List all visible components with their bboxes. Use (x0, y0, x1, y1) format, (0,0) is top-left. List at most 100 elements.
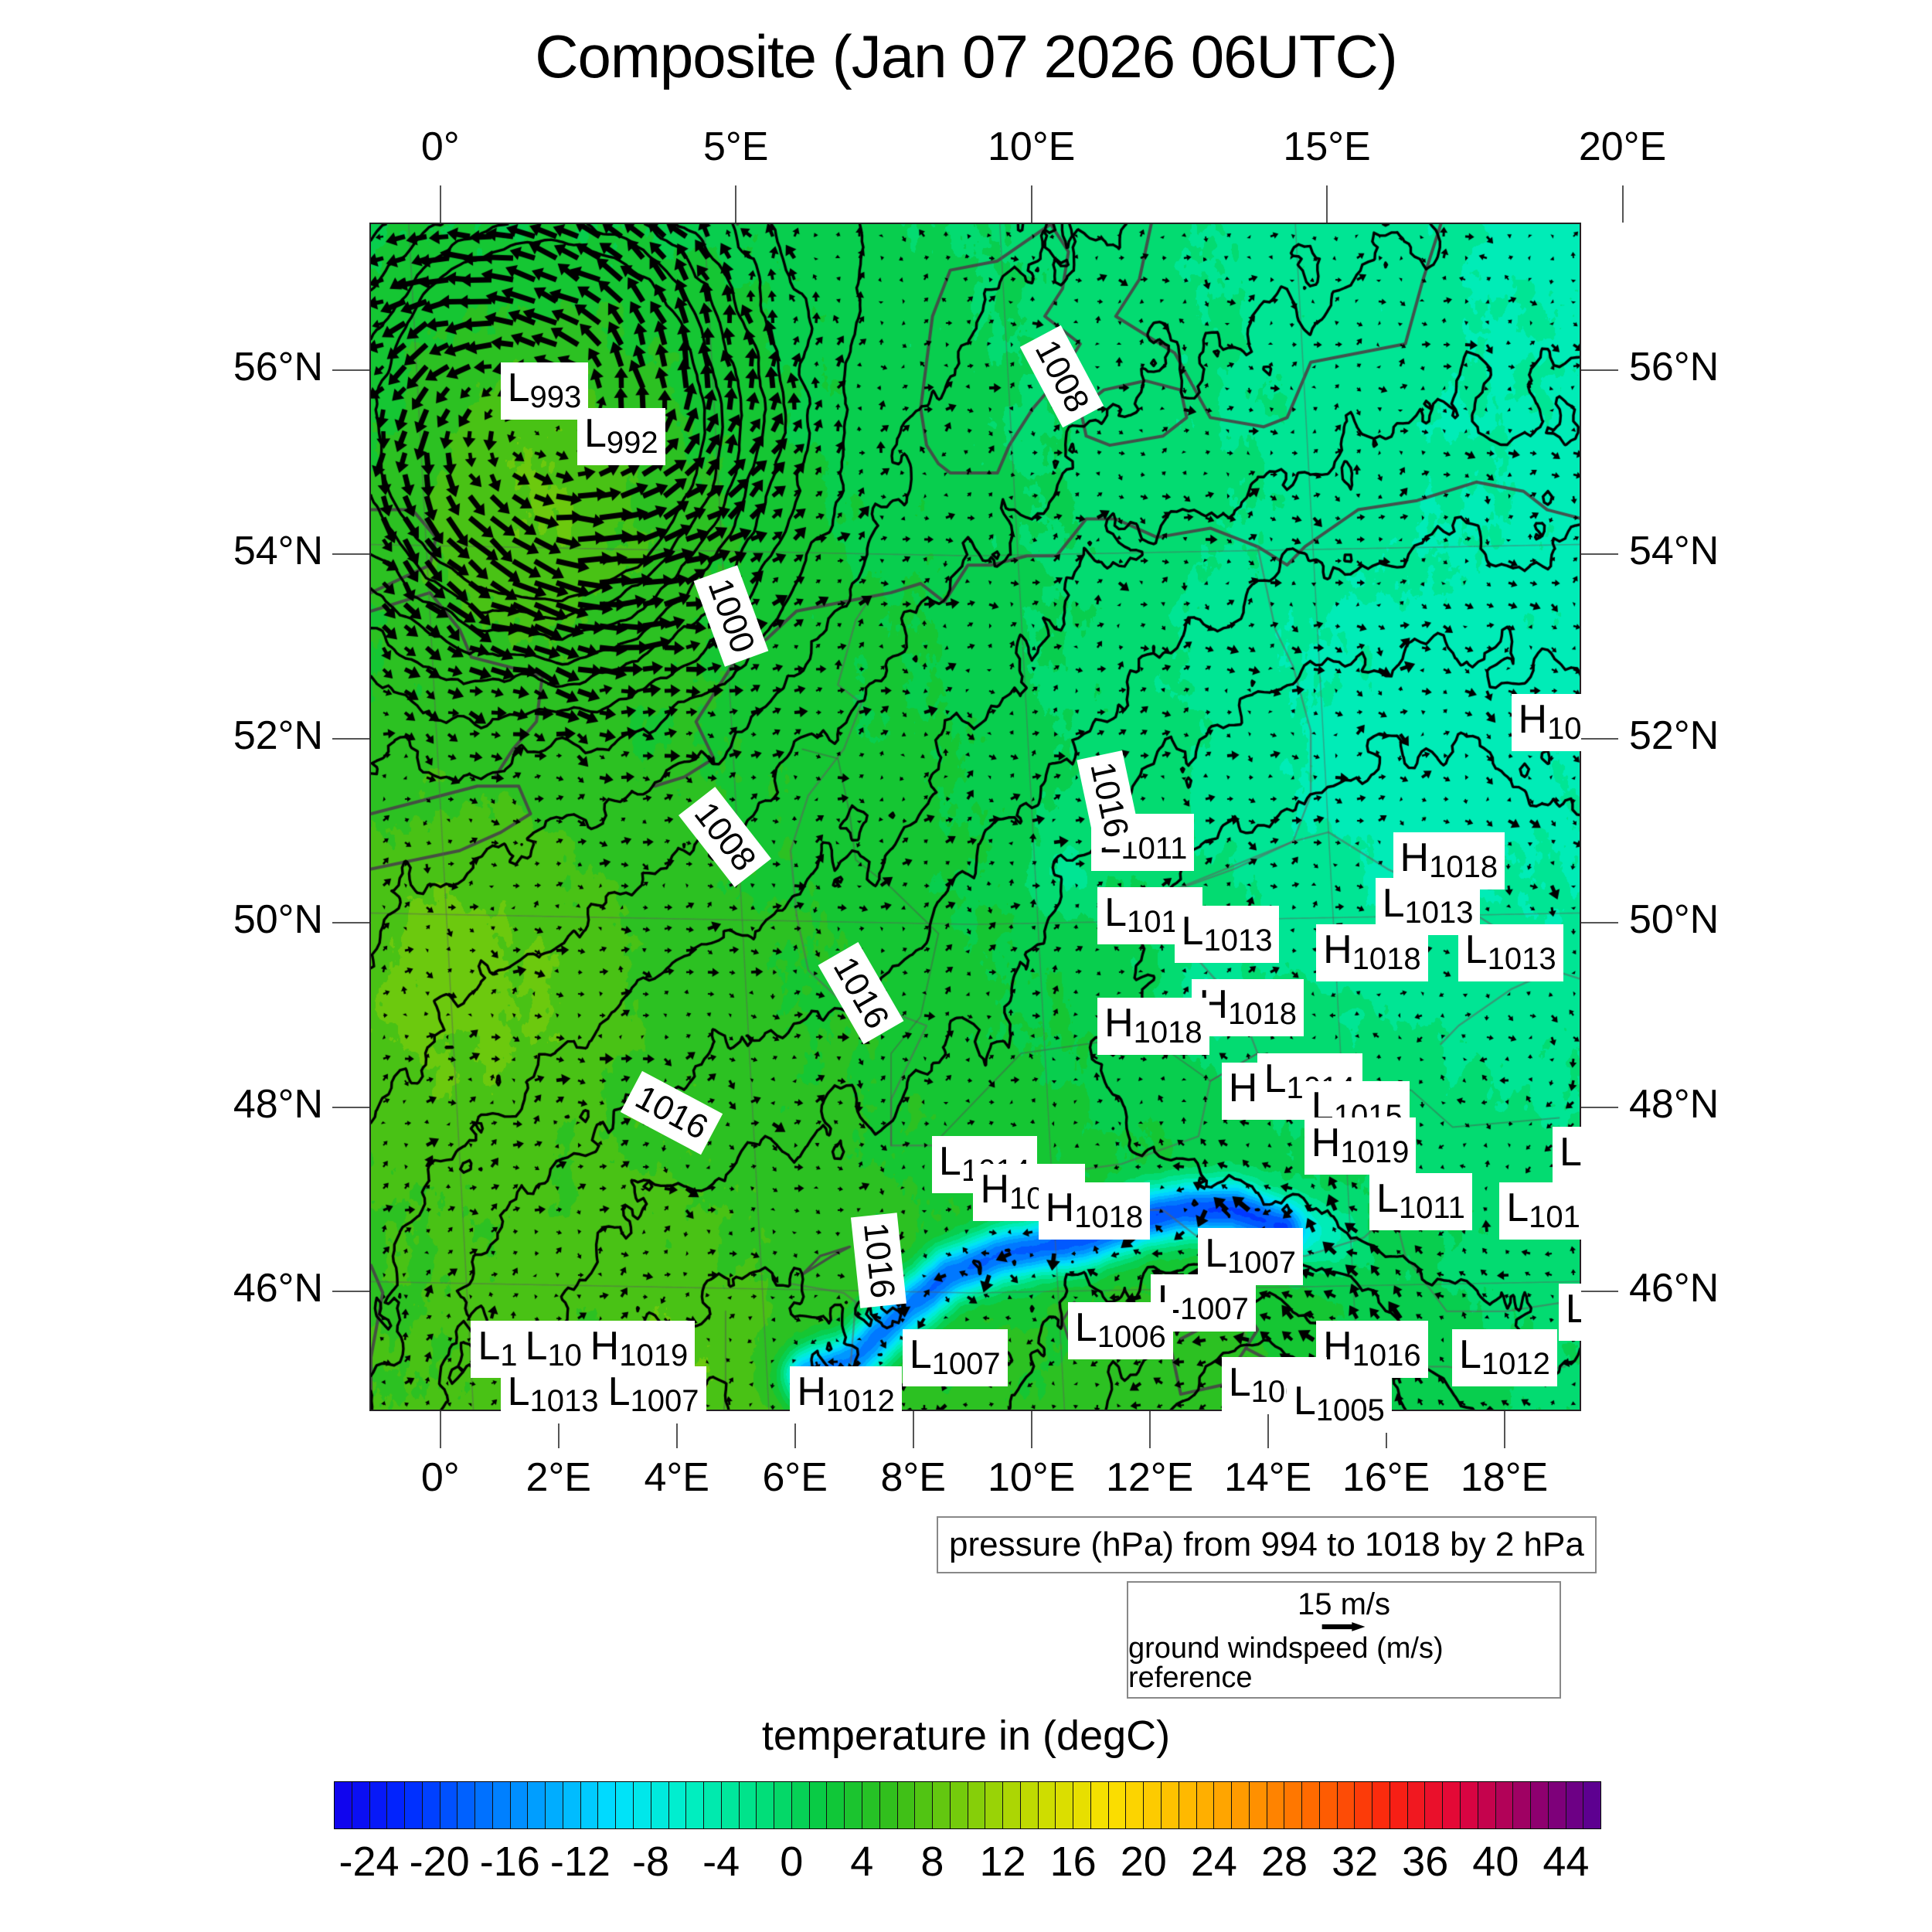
colorbar-tick: -4 (702, 1838, 740, 1885)
tick-left (332, 737, 369, 740)
tick-right (1581, 737, 1618, 740)
colorbar-swatch (1214, 1782, 1233, 1828)
colorbar-tick: 8 (920, 1838, 944, 1885)
tick-left (332, 922, 369, 924)
colorbar-swatch (1372, 1782, 1390, 1828)
colorbar-title: temperature in (degC) (761, 1713, 1171, 1759)
colorbar-swatch (1337, 1782, 1355, 1828)
colorbar-swatch (1319, 1782, 1338, 1828)
tick-right (1581, 1291, 1618, 1292)
colorbar-swatch (809, 1782, 828, 1828)
colorbar-tick: -8 (631, 1838, 670, 1885)
colorbar-tick: 40 (1472, 1838, 1519, 1885)
temperature-colorbar[interactable] (334, 1781, 1601, 1829)
colorbar-swatch (528, 1782, 546, 1828)
lon-label-bottom: 0° (420, 1455, 460, 1500)
tick-right (1581, 369, 1618, 371)
lon-label-top: 20°E (1578, 124, 1667, 169)
colorbar-swatch (1407, 1782, 1426, 1828)
colorbar-swatch (915, 1782, 934, 1828)
colorbar-swatch (616, 1782, 634, 1828)
map-plot-area[interactable] (369, 223, 1581, 1411)
colorbar-swatch (950, 1782, 968, 1828)
lat-label-right: 52°N (1629, 713, 1719, 758)
colorbar-swatch (1056, 1782, 1074, 1828)
colorbar-swatch (1161, 1782, 1179, 1828)
colorbar-tick: -20 (409, 1838, 470, 1885)
lat-label-right: 46°N (1629, 1266, 1719, 1311)
colorbar-swatch (1478, 1782, 1496, 1828)
lat-label-left: 46°N (233, 1266, 323, 1311)
tick-bottom (794, 1411, 796, 1448)
colorbar-swatch (1003, 1782, 1021, 1828)
colorbar-tick: -16 (479, 1838, 540, 1885)
colorbar-tick: 36 (1402, 1838, 1449, 1885)
lon-label-bottom: 6°E (762, 1455, 828, 1500)
colorbar-swatch (1566, 1782, 1584, 1828)
colorbar-swatch (492, 1782, 511, 1828)
colorbar-swatch (774, 1782, 792, 1828)
wind-reference-caption: ground windspeed (m/s) reference (1128, 1632, 1444, 1694)
colorbar-swatch (1583, 1782, 1601, 1828)
weather-map-canvas (371, 224, 1580, 1410)
lon-label-top: 5°E (703, 124, 769, 169)
page-title: Composite (Jan 07 2026 06UTC) (535, 22, 1398, 90)
tick-left (332, 369, 369, 371)
tick-bottom (1267, 1411, 1269, 1448)
colorbar-swatch (1513, 1782, 1532, 1828)
colorbar-tick: 4 (850, 1838, 874, 1885)
tick-top (735, 185, 737, 223)
lat-label-left: 52°N (233, 713, 323, 758)
colorbar-swatch (1090, 1782, 1109, 1828)
colorbar-swatch (369, 1782, 388, 1828)
colorbar-tick: 16 (1049, 1838, 1097, 1885)
colorbar-swatch (580, 1782, 599, 1828)
lat-label-right: 56°N (1629, 344, 1719, 389)
colorbar-tick: -24 (338, 1838, 400, 1885)
colorbar-swatch (1249, 1782, 1267, 1828)
tick-bottom (557, 1411, 560, 1448)
colorbar-swatch (563, 1782, 581, 1828)
colorbar-swatch (440, 1782, 458, 1828)
colorbar-swatch (1425, 1782, 1444, 1828)
lon-label-bottom: 14°E (1223, 1455, 1312, 1500)
colorbar-swatch (1126, 1782, 1145, 1828)
lon-label-bottom: 16°E (1342, 1455, 1430, 1500)
colorbar-swatch (352, 1782, 370, 1828)
colorbar-swatch (1355, 1782, 1373, 1828)
pressure-contour-legend: pressure (hPa) from 994 to 1018 by 2 hPa (937, 1516, 1597, 1573)
lon-label-bottom: 12°E (1105, 1455, 1194, 1500)
tick-right (1581, 1106, 1618, 1108)
colorbar-swatch (1232, 1782, 1250, 1828)
colorbar-swatch (457, 1782, 476, 1828)
colorbar-swatch (546, 1782, 563, 1828)
tick-bottom (912, 1411, 914, 1448)
colorbar-swatch (598, 1782, 617, 1828)
lon-label-bottom: 10°E (987, 1455, 1076, 1500)
pressure-legend-text: pressure (hPa) from 994 to 1018 by 2 hPa (949, 1526, 1584, 1563)
tick-bottom (1503, 1411, 1505, 1448)
lat-label-right: 50°N (1629, 897, 1719, 943)
colorbar-tick: 28 (1260, 1838, 1308, 1885)
colorbar-swatch (1144, 1782, 1162, 1828)
colorbar-swatch (335, 1782, 352, 1828)
colorbar-swatch (845, 1782, 862, 1828)
colorbar-swatch (791, 1782, 810, 1828)
colorbar-swatch (1267, 1782, 1285, 1828)
lat-label-right: 48°N (1629, 1081, 1719, 1127)
colorbar-swatch (1531, 1782, 1549, 1828)
colorbar-swatch (897, 1782, 916, 1828)
colorbar-swatch (686, 1782, 705, 1828)
lon-label-bottom: 2°E (526, 1455, 591, 1500)
colorbar-swatch (1461, 1782, 1478, 1828)
lon-label-top: 15°E (1283, 124, 1371, 169)
colorbar-swatch (1495, 1782, 1514, 1828)
tick-left (332, 1106, 369, 1108)
tick-top (1030, 185, 1032, 223)
colorbar-swatch (1108, 1782, 1127, 1828)
colorbar-swatch (405, 1782, 423, 1828)
colorbar-tick: 20 (1120, 1838, 1167, 1885)
colorbar-swatch (1302, 1782, 1320, 1828)
colorbar-swatch (1179, 1782, 1197, 1828)
colorbar-swatch (1443, 1782, 1461, 1828)
